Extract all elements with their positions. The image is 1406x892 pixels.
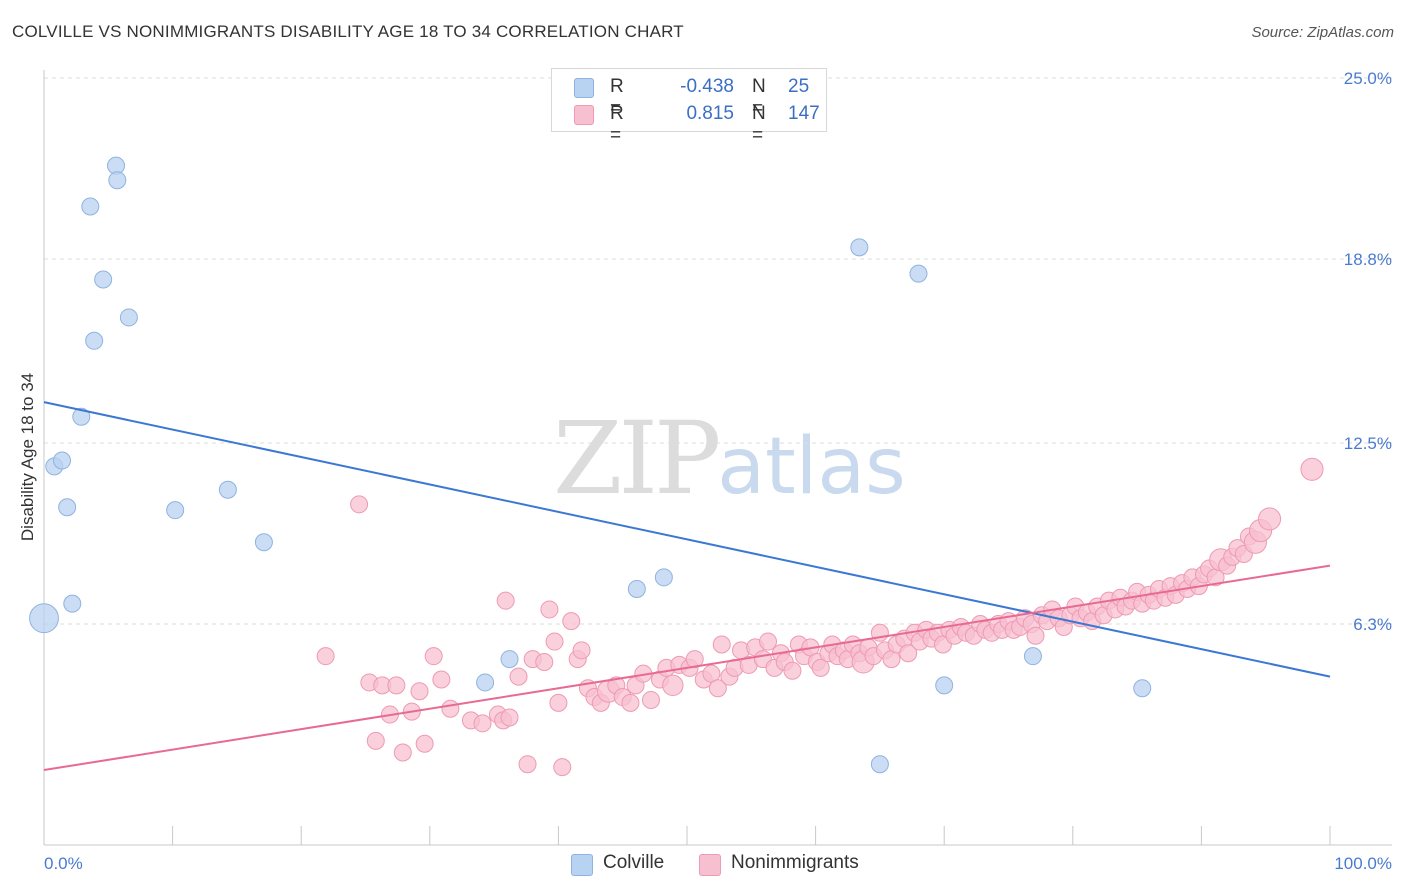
colville-point (29, 603, 59, 634)
colville-swatch (574, 78, 594, 98)
nonimmigrants-point (1300, 457, 1324, 481)
nonimmigrants-trend-line (43, 564, 1331, 772)
nonimmigrants-point (410, 682, 429, 701)
nonimmigrants-point (899, 644, 918, 663)
colville-points (29, 156, 1152, 774)
nonimmigrants-point (1026, 626, 1045, 645)
nonimmigrants-point (553, 758, 572, 777)
correlation-legend: R = -0.438 N = 25 R = 0.815 N = 147 (551, 68, 827, 146)
nonimmigrants-point (441, 699, 460, 718)
colville-point (476, 673, 495, 692)
nonimmigrants-point (350, 495, 369, 514)
colville-point (627, 580, 646, 598)
nonimmigrants-point (535, 653, 554, 671)
colville-point (218, 480, 237, 499)
y-axis-label: Disability Age 18 to 34 (18, 373, 37, 541)
nonimmigrants-swatch (574, 105, 594, 125)
nonimmigrants-point (811, 658, 830, 677)
nonimmigrants-point (562, 612, 581, 631)
nonimmigrants-point (509, 667, 528, 686)
nonimmigrants-point (549, 693, 568, 712)
nonimmigrants-point (783, 661, 802, 680)
n-value: 25 (788, 76, 810, 97)
y-tick-label: 18.8% (1344, 250, 1392, 269)
nonimmigrants-point (572, 641, 591, 660)
watermark-atlas: atlas (717, 422, 906, 512)
colville-point (119, 308, 138, 327)
watermark-zip: ZIP (553, 400, 721, 517)
nonimmigrants-point (393, 743, 412, 762)
n-label: N = (752, 76, 766, 119)
colville-point (500, 650, 519, 669)
colville-point (850, 238, 869, 257)
n-value: 147 (788, 103, 820, 124)
trend-lines (43, 401, 1331, 772)
r-value: -0.438 (680, 76, 734, 97)
colville-point (94, 270, 113, 289)
colville-point (63, 594, 82, 613)
nonimmigrants-point (759, 632, 778, 651)
nonimmigrants-point (662, 674, 684, 697)
nonimmigrants-point (712, 635, 731, 654)
nonimmigrants-point (1258, 507, 1282, 531)
y-tick-label: 6.3% (1353, 615, 1392, 634)
nonimmigrants-label: Nonimmigrants (731, 852, 859, 873)
colville-point (108, 171, 127, 190)
axis-labels: 6.3% 12.5% 18.8% 25.0% 0.0% 100.0% Disability … (18, 69, 1392, 873)
nonimmigrants-point (473, 714, 492, 733)
colville-point (870, 755, 889, 774)
colville-point (1133, 679, 1152, 698)
r-value: 0.815 (686, 103, 734, 124)
x-tick-label: 0.0% (44, 854, 83, 873)
y-tick-label: 25.0% (1344, 69, 1392, 88)
colville-point (53, 451, 72, 470)
colville-point (166, 501, 185, 520)
colville-point (654, 568, 673, 587)
nonimmigrants-point (432, 670, 451, 689)
nonimmigrants-point (545, 632, 564, 651)
colville-point (1023, 647, 1042, 666)
colville-point (85, 331, 104, 350)
nonimmigrants-point (641, 690, 660, 709)
n-label: N = (752, 103, 766, 146)
nonimmigrants-point (708, 679, 727, 698)
nonimmigrants-point (500, 708, 519, 727)
x-tick-label: 100.0% (1334, 854, 1392, 873)
colville-point (909, 264, 928, 283)
colville-point (935, 676, 954, 695)
colville-point (81, 197, 100, 216)
r-label: R = (610, 103, 624, 146)
colville-point (58, 498, 77, 517)
colville-trend-line (43, 401, 1331, 678)
y-tick-label: 12.5% (1344, 434, 1392, 453)
nonimmigrants-point (366, 731, 385, 750)
nonimmigrants-swatch (699, 854, 721, 876)
nonimmigrants-point (621, 693, 640, 712)
nonimmigrants-point (496, 591, 515, 610)
nonimmigrants-point (540, 600, 559, 619)
watermark: ZIPatlas (553, 400, 906, 517)
nonimmigrants-point (387, 676, 406, 695)
nonimmigrants-point (316, 647, 335, 666)
nonimmigrants-point (518, 755, 537, 774)
colville-label: Colville (603, 852, 665, 873)
nonimmigrants-points (316, 457, 1324, 777)
nonimmigrants-point (424, 647, 443, 666)
source-credit: Source: ZipAtlas.com (1251, 24, 1394, 41)
axes (43, 70, 1392, 846)
r-label: R = (610, 76, 624, 119)
colville-point (72, 407, 91, 426)
colville-swatch (571, 854, 593, 876)
nonimmigrants-point (415, 734, 434, 753)
grid-lines (44, 77, 1392, 625)
colville-point (254, 533, 273, 552)
chart-title: COLVILLE VS NONIMMIGRANTS DISABILITY AGE… (12, 22, 684, 41)
